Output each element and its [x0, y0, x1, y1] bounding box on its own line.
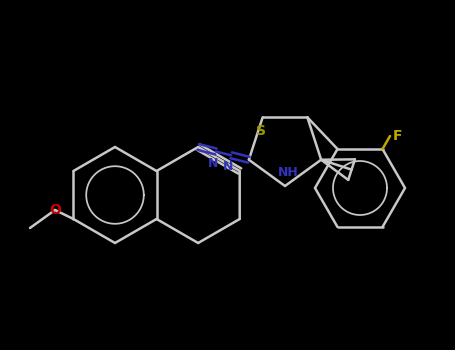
- Text: N: N: [223, 160, 233, 173]
- Text: S: S: [256, 124, 266, 138]
- Text: F: F: [393, 129, 403, 143]
- Text: N: N: [208, 156, 218, 170]
- Text: NH: NH: [278, 166, 298, 178]
- Text: O: O: [49, 203, 61, 217]
